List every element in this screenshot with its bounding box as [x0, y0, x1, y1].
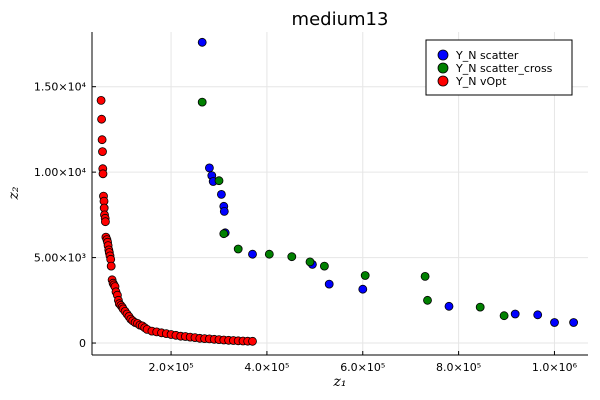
data-point [219, 229, 229, 239]
x-tick-label: 2.0×10⁵ [149, 361, 194, 374]
series-0 [197, 37, 578, 327]
data-point [97, 114, 106, 124]
data-point [287, 252, 297, 262]
data-point [475, 302, 485, 312]
data-point [96, 96, 106, 105]
data-points [96, 37, 578, 346]
data-point [319, 261, 329, 271]
data-point [305, 257, 315, 267]
data-point [98, 169, 108, 179]
y-tick-label: 0 [79, 337, 86, 350]
legend-label: Y_N vOpt [455, 75, 507, 88]
data-point [550, 318, 559, 327]
data-point [98, 147, 107, 157]
data-point [216, 189, 226, 199]
legend-box [425, 39, 573, 96]
data-point [420, 271, 430, 281]
x-ticks: 2.0×10⁵ 4.0×10⁵ 6.0×10⁵ 8.0×10⁵ 1.0×10⁶ [149, 351, 578, 374]
x-axis-label: z₁ [333, 374, 347, 390]
x-tick-label: 6.0×10⁵ [340, 361, 385, 374]
data-point [97, 135, 107, 145]
axes [91, 32, 588, 356]
data-point [204, 163, 214, 173]
data-point [219, 206, 229, 216]
legend-marker [437, 62, 449, 74]
data-point [569, 318, 578, 327]
data-point [101, 217, 110, 227]
y-ticks: 0 5.00×10³ 1.00×10⁴ 1.50×10⁴ [34, 81, 96, 350]
data-point [533, 310, 543, 320]
x-tick-label: 4.0×10⁵ [244, 361, 289, 374]
series-2 [96, 96, 257, 346]
y-tick-label: 5.00×10³ [34, 252, 86, 265]
legend-label: Y_N scatter [455, 49, 519, 62]
y-tick-label: 1.50×10⁴ [34, 81, 87, 94]
y-axis-label: z₂ [6, 186, 22, 200]
data-point [248, 336, 257, 346]
data-point [499, 311, 509, 321]
data-point [510, 309, 520, 319]
data-point [324, 279, 334, 289]
data-point [197, 37, 207, 47]
data-point [214, 176, 224, 186]
series-1 [197, 97, 509, 321]
data-point [444, 301, 454, 311]
chart-title: medium13 [292, 9, 389, 30]
data-point [106, 261, 116, 271]
data-point [423, 295, 432, 305]
data-point [248, 249, 257, 259]
legend-marker [437, 75, 449, 87]
data-point [264, 249, 274, 259]
legend-label: Y_N scatter_cross [455, 62, 553, 75]
y-tick-label: 1.00×10⁴ [34, 166, 87, 179]
x-tick-label: 1.0×10⁶ [532, 361, 578, 374]
data-point [197, 97, 207, 107]
x-tick-label: 8.0×10⁵ [436, 361, 481, 374]
data-point [358, 284, 368, 294]
data-point [360, 271, 370, 280]
legend-marker [437, 49, 449, 61]
data-point [233, 244, 243, 254]
